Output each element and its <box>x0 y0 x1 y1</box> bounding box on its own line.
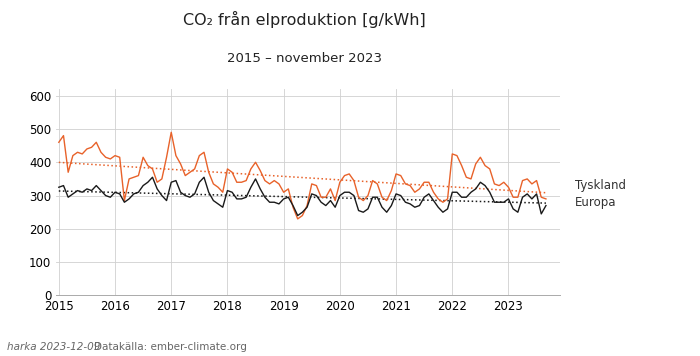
Text: Datakälla: ember-climate.org: Datakälla: ember-climate.org <box>94 342 247 352</box>
Text: harka 2023-12-09: harka 2023-12-09 <box>7 342 100 352</box>
Text: Tyskland: Tyskland <box>575 179 626 192</box>
Text: 2015 – november 2023: 2015 – november 2023 <box>227 52 382 65</box>
Text: CO₂ från elproduktion [g/kWh]: CO₂ från elproduktion [g/kWh] <box>183 11 426 28</box>
Text: Europa: Europa <box>575 197 617 209</box>
